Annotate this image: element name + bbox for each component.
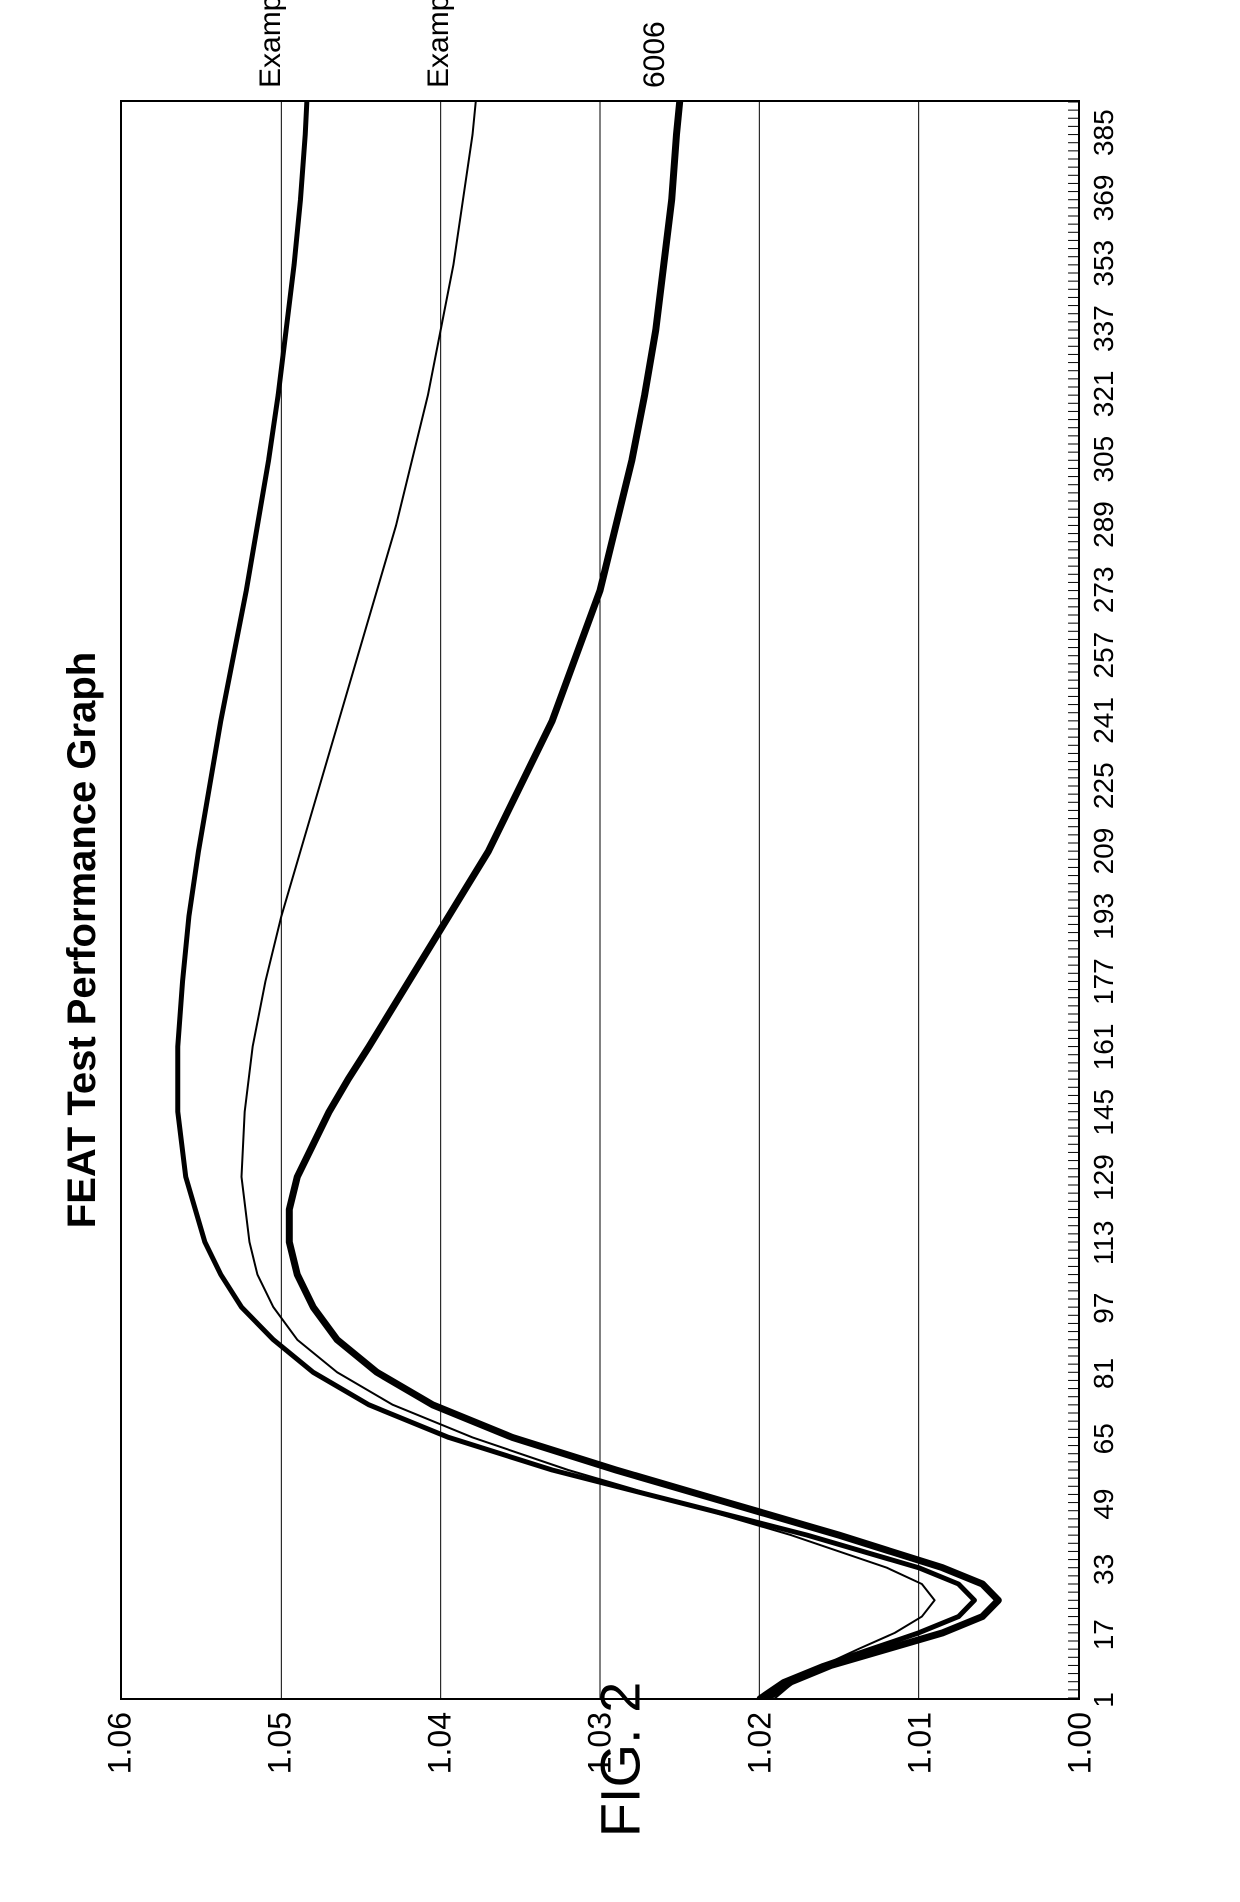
x-tick-label: 193	[1088, 893, 1120, 940]
x-tick-label: 113	[1088, 1221, 1120, 1266]
x-tick-label: 81	[1088, 1358, 1120, 1389]
chart-title: FEAT Test Performance Graph	[60, 60, 105, 1820]
x-tick-label: 161	[1088, 1024, 1120, 1071]
x-tick-label: 289	[1088, 501, 1120, 548]
series-label-6006: 6006	[638, 21, 672, 88]
x-tick-label: 321	[1088, 371, 1120, 418]
x-tick-label: 145	[1088, 1089, 1120, 1136]
x-tick-label: 273	[1088, 566, 1120, 613]
series-label-example-1: Example 1	[422, 0, 456, 88]
x-tick-label: 177	[1088, 958, 1120, 1005]
rotated-chart-container: FEAT Test Performance Graph 1.00 1.01 1.02…	[60, 60, 1190, 1820]
x-tick-label: 97	[1088, 1293, 1120, 1324]
figure-caption: FIG. 2	[588, 1682, 653, 1838]
x-tick-label: 257	[1088, 632, 1120, 679]
plot-area	[120, 100, 1080, 1700]
chart-frame: FEAT Test Performance Graph 1.00 1.01 1.02…	[60, 60, 1190, 1820]
y-tick-label: 1.01	[902, 1712, 939, 1812]
x-tick-label: 33	[1088, 1554, 1120, 1585]
plot-svg	[122, 102, 1078, 1698]
series-6006	[289, 102, 998, 1698]
x-tick-label: 225	[1088, 762, 1120, 809]
x-tick-label: 209	[1088, 828, 1120, 875]
y-tick-label: 1.06	[102, 1712, 139, 1812]
series-label-example-2: Example 2	[254, 0, 288, 88]
x-tick-label: 385	[1088, 109, 1120, 156]
page: FEAT Test Performance Graph 1.00 1.01 1.02…	[0, 0, 1240, 1902]
y-tick-label: 1.04	[422, 1712, 459, 1812]
x-tick-label: 129	[1088, 1154, 1120, 1201]
x-tick-label: 241	[1088, 697, 1120, 744]
x-tick-label: 337	[1088, 305, 1120, 352]
y-tick-label: 1.05	[262, 1712, 299, 1812]
x-tick-label: 17	[1088, 1619, 1120, 1650]
x-tick-label: 369	[1088, 175, 1120, 222]
x-tick-label: 305	[1088, 436, 1120, 483]
y-tick-label: 1.00	[1062, 1712, 1099, 1812]
x-tick-label: 353	[1088, 240, 1120, 287]
x-tick-label: 49	[1088, 1489, 1120, 1520]
y-tick-label: 1.02	[742, 1712, 779, 1812]
x-tick-label: 65	[1088, 1423, 1120, 1454]
x-tick-label: 1	[1088, 1692, 1120, 1708]
